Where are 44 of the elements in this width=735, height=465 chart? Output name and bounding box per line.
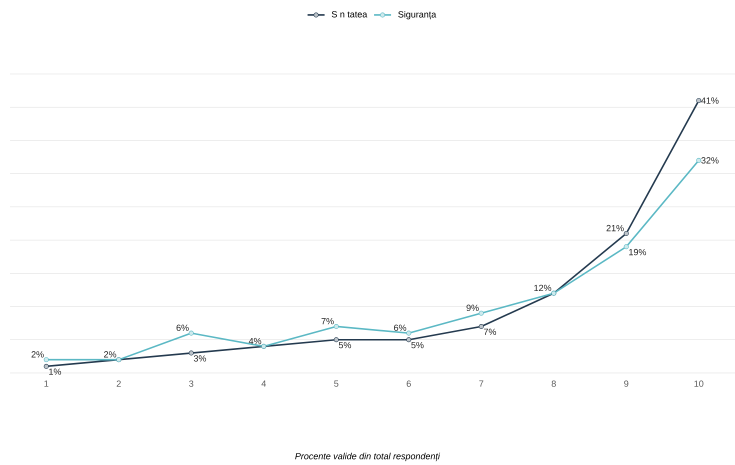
- point: [406, 330, 412, 336]
- data-label: 7%: [322, 318, 334, 324]
- x-tick-label: 1: [44, 380, 48, 387]
- point: [406, 337, 412, 342]
- x-tick-label: 8: [552, 380, 556, 387]
- x-tick-label: 6: [406, 380, 411, 387]
- data-label: 9%: [466, 304, 479, 311]
- data-label: 19%: [629, 248, 646, 256]
- text: Procente valide din total respondenți: [295, 452, 440, 462]
- x-tick-label: 3: [189, 380, 194, 387]
- point: [44, 357, 49, 362]
- data-label: 21%: [606, 224, 624, 232]
- data-label: 2%: [32, 351, 44, 358]
- point: [696, 158, 702, 163]
- point: [478, 310, 484, 316]
- point: [334, 324, 339, 329]
- data-label: 32%: [701, 157, 719, 164]
- x-tick-label: 4: [261, 380, 266, 387]
- x-tick-label: 7: [479, 380, 484, 387]
- point: [478, 324, 484, 329]
- data-label: 12%: [534, 284, 552, 292]
- data-label: 6%: [394, 324, 406, 331]
- data-label: 5%: [338, 342, 352, 348]
- point: [696, 98, 702, 104]
- data-label: 41%: [701, 97, 719, 104]
- x-tick-label: 2: [116, 380, 121, 387]
- data-label: 7%: [484, 328, 496, 335]
- point: [188, 350, 194, 356]
- point: [188, 330, 194, 336]
- data-label: 4%: [248, 338, 262, 344]
- data-label: 6%: [176, 324, 189, 331]
- point: [624, 244, 629, 250]
- legend-label: S n tatea: [332, 11, 368, 18]
- data-label: 5%: [411, 342, 424, 348]
- point: [44, 364, 49, 369]
- x-tick-label: 5: [334, 380, 338, 387]
- x-tick-label: 10: [694, 380, 704, 387]
- legend-label: Siguranța: [398, 10, 436, 20]
- data-label: 2%: [104, 351, 116, 358]
- point: [334, 337, 339, 342]
- x-tick-label: 9: [624, 380, 628, 387]
- data-label: 1%: [49, 368, 62, 375]
- data-label: 3%: [194, 355, 206, 362]
- point: [624, 230, 629, 236]
